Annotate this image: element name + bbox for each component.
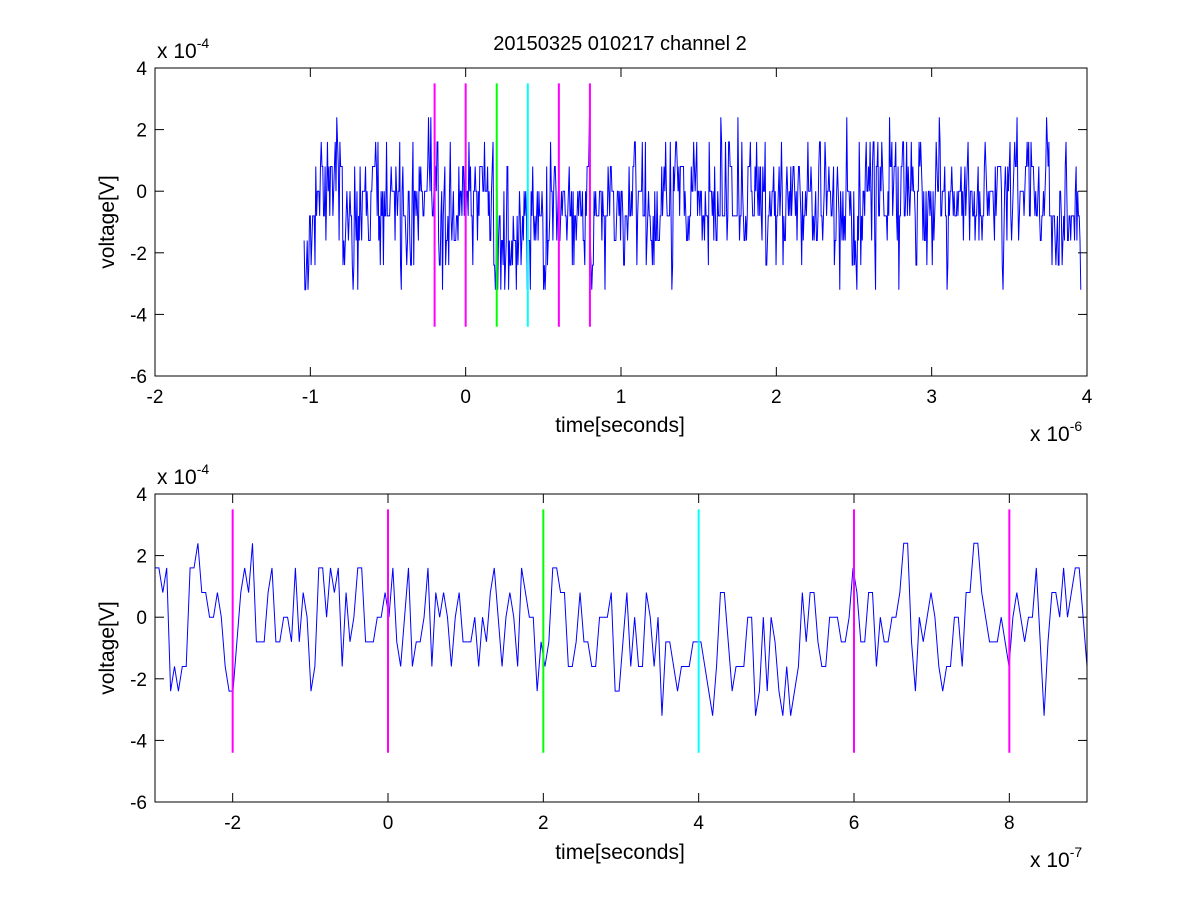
signal-trace — [155, 542, 1088, 716]
y-axis-label: voltage[V] — [96, 601, 119, 694]
x-multiplier-label: x 10-7 — [1030, 844, 1082, 872]
bottom-subplot: -2 0 2 4 6 8 -6 -4 -2 0 2 4 time[seconds] voltage[V… — [96, 461, 1088, 872]
x-tick-label: 1 — [616, 387, 627, 408]
axes-box — [154, 493, 1088, 803]
x-tick-label: 3 — [926, 387, 937, 408]
y-tick-label: 2 — [136, 121, 147, 142]
y-tick-label: -2 — [130, 670, 147, 691]
signal-layer — [303, 117, 1082, 291]
x-tick-label: 0 — [460, 387, 471, 408]
signal-layer — [155, 542, 1088, 716]
y-tick-label: 4 — [136, 485, 147, 506]
x-multiplier-prefix: x 10 — [1030, 849, 1070, 872]
axes-box — [154, 67, 1088, 377]
top-subplot: 20150325 010217 channel 2 -2 -1 0 1 2 3 4 -6 -4 -… — [96, 33, 1093, 446]
signal-trace — [303, 117, 1082, 291]
x-tick-label: 2 — [771, 387, 782, 408]
x-tick-label: 0 — [383, 813, 394, 834]
y-multiplier-label: x 10-4 — [157, 461, 209, 489]
chart-title: 20150325 010217 channel 2 — [493, 33, 747, 55]
tick-layer: -2 0 2 4 6 8 -6 -4 -2 0 2 4 — [130, 485, 1087, 834]
y-axis-label: voltage[V] — [96, 175, 119, 268]
y-tick-label: 0 — [136, 182, 147, 203]
y-multiplier-prefix: x 10 — [157, 40, 197, 63]
y-tick-label: 0 — [136, 608, 147, 629]
y-tick-label: -2 — [130, 244, 147, 265]
x-tick-label: 8 — [1004, 813, 1015, 834]
y-multiplier-exponent: -4 — [197, 461, 210, 477]
y-tick-label: -6 — [130, 367, 147, 388]
x-tick-label: 4 — [693, 813, 704, 834]
y-multiplier-label: x 10-4 — [157, 35, 209, 63]
y-tick-label: -4 — [130, 731, 147, 752]
y-multiplier-prefix: x 10 — [157, 466, 197, 489]
x-tick-label: -2 — [147, 387, 164, 408]
y-tick-label: -6 — [130, 793, 147, 814]
x-tick-label: 6 — [849, 813, 860, 834]
x-multiplier-prefix: x 10 — [1030, 423, 1070, 446]
x-multiplier-exponent: -7 — [1070, 844, 1083, 860]
x-tick-label: 2 — [538, 813, 549, 834]
y-multiplier-exponent: -4 — [197, 35, 210, 51]
x-axis-label: time[seconds] — [555, 841, 685, 864]
y-tick-label: 4 — [136, 59, 147, 80]
x-tick-label: 4 — [1082, 387, 1093, 408]
x-tick-label: -2 — [224, 813, 241, 834]
y-tick-label: 2 — [136, 547, 147, 568]
y-tick-label: -4 — [130, 305, 147, 326]
marker-layer — [231, 509, 1011, 753]
marker-layer — [433, 83, 591, 327]
x-multiplier-exponent: -6 — [1070, 418, 1083, 434]
x-axis-label: time[seconds] — [555, 414, 685, 437]
x-multiplier-label: x 10-6 — [1030, 418, 1082, 446]
x-tick-label: -1 — [302, 387, 319, 408]
